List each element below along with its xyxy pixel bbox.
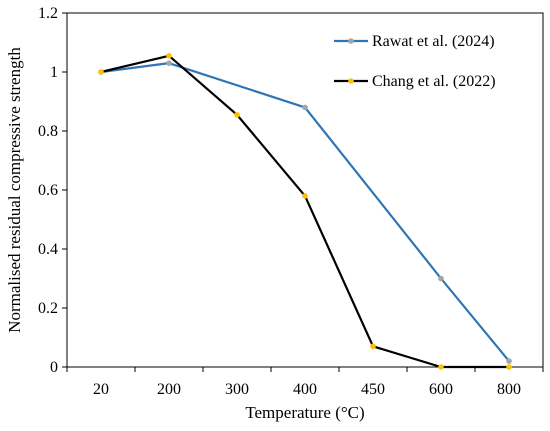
legend-label: Rawat et al. (2024) — [372, 33, 495, 50]
data-point — [166, 52, 172, 59]
data-point — [98, 69, 104, 75]
legend-marker — [348, 38, 354, 44]
data-point — [438, 275, 444, 282]
y-tick-label: 0.8 — [38, 123, 58, 140]
x-axis-title: Temperature (°C) — [245, 403, 364, 422]
y-tick-label: 0.6 — [38, 182, 58, 199]
plot-area — [66, 12, 544, 368]
x-tick-label: 300 — [225, 381, 249, 398]
data-point — [506, 364, 512, 370]
x-tick-label: 800 — [497, 381, 521, 398]
data-point — [370, 343, 376, 350]
y-tick-label: 0.4 — [38, 241, 58, 258]
x-tick-label: 450 — [361, 381, 385, 398]
y-tick-label: 0 — [50, 359, 58, 376]
data-point — [234, 111, 240, 118]
legend-label: Chang et al. (2022) — [372, 73, 496, 90]
y-axis-title: Normalised residual compressive strength — [5, 47, 24, 333]
x-tick-label: 20 — [93, 381, 109, 398]
y-tick-label: 1 — [50, 64, 58, 81]
data-point — [302, 193, 308, 199]
x-tick-label: 400 — [293, 381, 317, 398]
x-tick-label: 600 — [429, 381, 453, 398]
y-tick-label: 1.2 — [38, 5, 58, 22]
x-tick-label: 200 — [157, 381, 181, 398]
data-point — [166, 60, 172, 66]
y-tick-label: 0.2 — [38, 300, 58, 317]
data-point — [506, 358, 512, 364]
legend: Rawat et al. (2024) Chang et al. (2022) — [334, 33, 496, 90]
data-point — [438, 364, 444, 370]
y-axis-ticks: 0 0.2 0.4 0.6 0.8 1 1.2 — [38, 5, 67, 376]
series-layer — [98, 52, 512, 370]
legend-marker — [348, 78, 354, 84]
data-point — [302, 104, 308, 111]
x-axis-ticks: 20 200 300 400 450 600 800 — [66, 367, 544, 398]
